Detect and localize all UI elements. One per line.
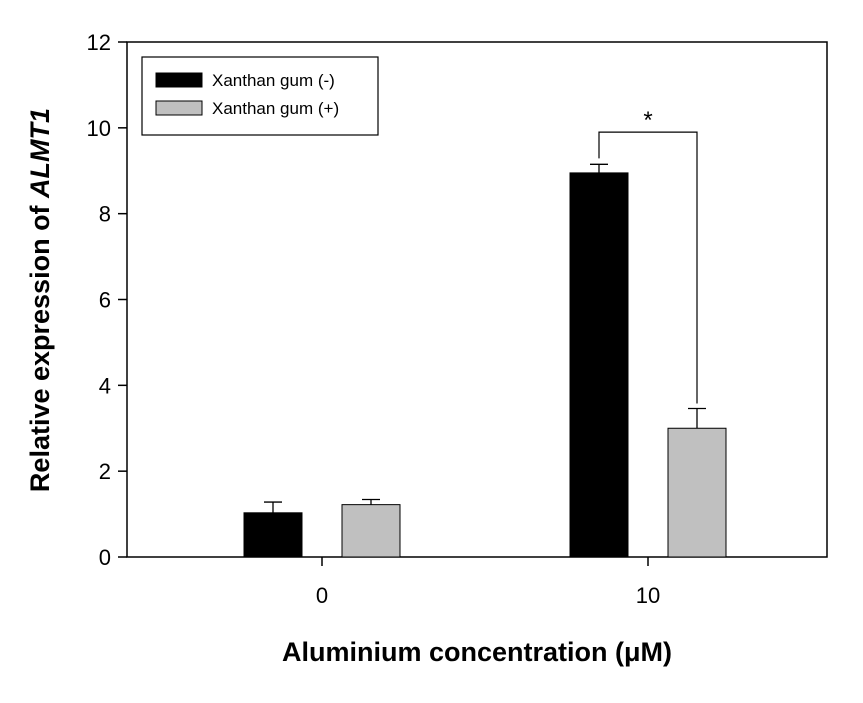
y-tick-label-2: 4 (99, 373, 111, 398)
y-tick-label-5: 10 (87, 116, 111, 141)
x-axis-title: Aluminium concentration (μM) (282, 637, 672, 667)
x-tick-label-0: 0 (316, 583, 328, 608)
legend-label-xanthan-minus: Xanthan gum (-) (212, 71, 335, 90)
error-bar-series0-cat0 (264, 501, 282, 513)
error-bar-series0-cat1 (590, 163, 608, 173)
y-axis-title-gene: ALMT1 (25, 108, 55, 199)
bar-series0-cat0 (243, 512, 303, 558)
bars (243, 172, 727, 558)
y-tick-label-4: 8 (99, 202, 111, 227)
y-tick-label-6: 12 (87, 30, 111, 55)
significance-bracket (598, 131, 698, 404)
y-tick-label-0: 0 (99, 545, 111, 570)
legend-label-xanthan-plus: Xanthan gum (+) (212, 99, 339, 118)
legend: Xanthan gum (-) Xanthan gum (+) (141, 56, 379, 136)
error-bar-series1-cat0 (362, 498, 380, 505)
x-axis: 0 10 (316, 557, 660, 608)
y-axis: 0 2 4 6 8 10 12 (87, 30, 127, 570)
error-bars (264, 163, 706, 513)
bar-series1-cat0 (341, 504, 401, 558)
y-axis-title: Relative expression of ALMT1 (25, 108, 55, 492)
error-bar-series1-cat1 (688, 407, 706, 429)
legend-box (141, 56, 379, 136)
y-tick-label-3: 6 (99, 288, 111, 313)
bar-series0-cat1 (569, 172, 629, 558)
y-tick-label-1: 2 (99, 459, 111, 484)
bar-series1-cat1 (667, 427, 727, 558)
significance-annotation: * (598, 107, 698, 404)
y-axis-title-prefix: Relative expression of (25, 198, 55, 492)
legend-swatch-xanthan-minus (155, 72, 203, 88)
significance-star: * (643, 107, 652, 134)
legend-swatch-xanthan-plus (155, 100, 203, 116)
x-tick-label-1: 10 (636, 583, 660, 608)
